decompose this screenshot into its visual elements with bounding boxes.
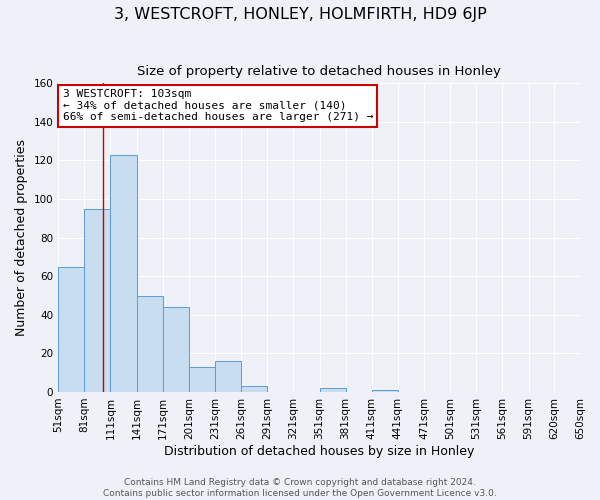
Bar: [137, 296, 163, 392]
Bar: [215, 361, 241, 392]
Y-axis label: Number of detached properties: Number of detached properties: [15, 139, 28, 336]
Text: 3, WESTCROFT, HONLEY, HOLMFIRTH, HD9 6JP: 3, WESTCROFT, HONLEY, HOLMFIRTH, HD9 6JP: [113, 8, 487, 22]
Bar: [110, 154, 137, 392]
Bar: [58, 266, 85, 392]
Text: 3 WESTCROFT: 103sqm
← 34% of detached houses are smaller (140)
66% of semi-detac: 3 WESTCROFT: 103sqm ← 34% of detached ho…: [62, 89, 373, 122]
Bar: [320, 388, 346, 392]
Title: Size of property relative to detached houses in Honley: Size of property relative to detached ho…: [137, 65, 501, 78]
Text: Contains HM Land Registry data © Crown copyright and database right 2024.
Contai: Contains HM Land Registry data © Crown c…: [103, 478, 497, 498]
Bar: [241, 386, 267, 392]
Bar: [85, 208, 110, 392]
Bar: [372, 390, 398, 392]
Bar: [189, 367, 215, 392]
X-axis label: Distribution of detached houses by size in Honley: Distribution of detached houses by size …: [164, 444, 474, 458]
Bar: [163, 307, 189, 392]
